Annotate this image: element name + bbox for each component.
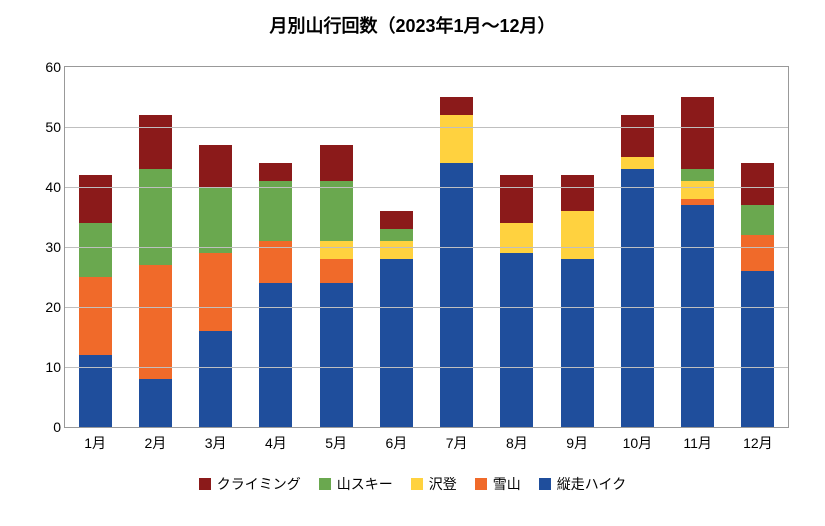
y-tick-label: 60: [33, 59, 61, 75]
bar-segment-ski: [380, 229, 413, 241]
bar-segment-hike: [741, 271, 774, 427]
legend-item-climbing: クライミング: [199, 474, 301, 494]
bar-segment-climbing: [741, 163, 774, 205]
bar-stack: [259, 163, 292, 427]
bar-stack: [139, 115, 172, 427]
y-tick-label: 30: [33, 239, 61, 255]
y-tick-label: 40: [33, 179, 61, 195]
bar-stack: [621, 115, 654, 427]
legend-label: 雪山: [493, 474, 521, 494]
bar-segment-river: [681, 181, 714, 199]
bar-segment-climbing: [440, 97, 473, 115]
x-tick-label: 10月: [623, 433, 653, 453]
bar-segment-snow: [320, 259, 353, 283]
bar-stack: [380, 211, 413, 427]
legend-swatch: [411, 478, 423, 490]
x-tick-label: 4月: [265, 433, 287, 453]
legend-swatch: [319, 478, 331, 490]
legend-item-ski: 山スキー: [319, 474, 393, 494]
bar-segment-hike: [500, 253, 533, 427]
gridline: [65, 367, 788, 368]
bar-segment-snow: [199, 253, 232, 331]
bar-segment-hike: [199, 331, 232, 427]
bar-segment-hike: [259, 283, 292, 427]
bar-segment-climbing: [681, 97, 714, 169]
y-tick-label: 0: [33, 419, 61, 435]
legend-label: クライミング: [217, 474, 301, 494]
bar-segment-river: [320, 241, 353, 259]
gridline: [65, 307, 788, 308]
bar-segment-climbing: [380, 211, 413, 229]
bar-segment-hike: [681, 205, 714, 427]
plot-area: 1月2月3月4月5月6月7月8月9月10月11月12月 010203040506…: [64, 66, 789, 428]
x-tick-label: 5月: [325, 433, 347, 453]
x-tick-label: 7月: [446, 433, 468, 453]
bar-stack: [500, 175, 533, 427]
y-tick-label: 20: [33, 299, 61, 315]
legend-swatch: [539, 478, 551, 490]
chart-title: 月別山行回数（2023年1月～12月）: [28, 12, 797, 38]
legend-swatch: [475, 478, 487, 490]
bar-segment-hike: [440, 163, 473, 427]
bar-segment-hike: [79, 355, 112, 427]
chart: 1月 2月 3月 4月 5月 6月 7月 8月 9月 10月 11月 12月 0 10 20 30 40 50 6…: [28, 52, 797, 462]
bar-segment-climbing: [79, 175, 112, 223]
bar-segment-snow: [79, 277, 112, 355]
bar-stack: [741, 163, 774, 427]
bar-segment-hike: [380, 259, 413, 427]
legend-item-snow: 雪山: [475, 474, 521, 494]
bar-segment-climbing: [621, 115, 654, 157]
bar-stack: [440, 97, 473, 427]
x-tick-label: 3月: [205, 433, 227, 453]
bar-segment-river: [561, 211, 594, 259]
bar-segment-ski: [79, 223, 112, 277]
bar-segment-ski: [199, 187, 232, 253]
bar-segment-river: [500, 223, 533, 253]
bar-segment-climbing: [139, 115, 172, 169]
bar-segment-river: [380, 241, 413, 259]
bar-segment-ski: [320, 181, 353, 241]
legend-label: 縦走ハイク: [557, 474, 626, 494]
legend-swatch: [199, 478, 211, 490]
bar-segment-snow: [139, 265, 172, 379]
y-tick-label: 50: [33, 119, 61, 135]
legend-label: 沢登: [429, 474, 457, 494]
x-tick-label: 12月: [743, 433, 773, 453]
bar-segment-hike: [320, 283, 353, 427]
bar-stack: [681, 97, 714, 427]
bar-segment-hike: [561, 259, 594, 427]
bar-segment-climbing: [199, 145, 232, 187]
bar-segment-climbing: [320, 145, 353, 181]
bar-segment-ski: [741, 205, 774, 235]
gridline: [65, 247, 788, 248]
bar-stack: [561, 175, 594, 427]
bar-segment-river: [621, 157, 654, 169]
x-tick-label: 11月: [683, 433, 712, 453]
legend: クライミング 山スキー 沢登 雪山 縦走ハイク: [28, 474, 797, 494]
gridline: [65, 127, 788, 128]
x-tick-label: 1月: [84, 433, 106, 453]
gridline: [65, 187, 788, 188]
bar-segment-river: [440, 115, 473, 163]
bar-segment-climbing: [561, 175, 594, 211]
x-tick-label: 2月: [144, 433, 166, 453]
bar-segment-ski: [681, 169, 714, 181]
bar-segment-hike: [139, 379, 172, 427]
bar-segment-climbing: [500, 175, 533, 223]
bar-segment-snow: [741, 235, 774, 271]
bar-stack: [79, 175, 112, 427]
legend-item-hike: 縦走ハイク: [539, 474, 626, 494]
legend-item-river: 沢登: [411, 474, 457, 494]
y-tick-label: 10: [33, 359, 61, 375]
x-tick-label: 6月: [385, 433, 407, 453]
x-tick-label: 9月: [566, 433, 588, 453]
bar-segment-ski: [139, 169, 172, 265]
x-tick-label: 8月: [506, 433, 528, 453]
bar-segment-climbing: [259, 163, 292, 181]
bar-segment-ski: [259, 181, 292, 241]
legend-label: 山スキー: [337, 474, 393, 494]
bar-segment-hike: [621, 169, 654, 427]
